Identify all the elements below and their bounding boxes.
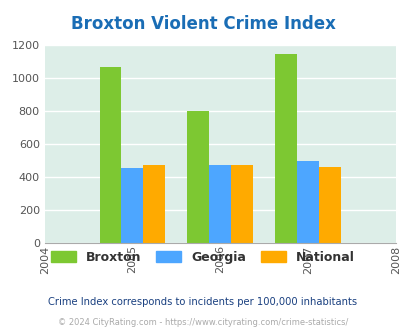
Bar — [99, 67, 121, 243]
Text: © 2024 CityRating.com - https://www.cityrating.com/crime-statistics/: © 2024 CityRating.com - https://www.city… — [58, 318, 347, 327]
Bar — [143, 165, 165, 243]
Text: Crime Index corresponds to incidents per 100,000 inhabitants: Crime Index corresponds to incidents per… — [48, 297, 357, 307]
Text: Broxton Violent Crime Index: Broxton Violent Crime Index — [70, 15, 335, 33]
Bar — [209, 165, 231, 243]
Legend: Broxton, Georgia, National: Broxton, Georgia, National — [47, 247, 358, 268]
Bar — [187, 111, 209, 243]
Bar — [275, 53, 296, 243]
Bar — [318, 167, 340, 243]
Bar — [121, 168, 143, 243]
Bar — [231, 165, 253, 243]
Bar — [296, 161, 318, 243]
